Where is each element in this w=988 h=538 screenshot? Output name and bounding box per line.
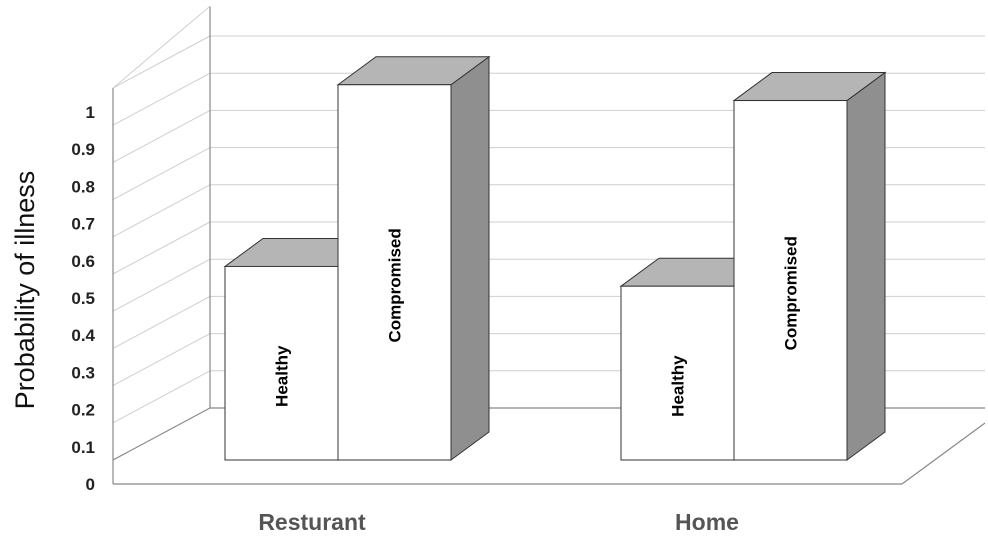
gridline-side — [112, 184, 211, 238]
y-tick-label: 1 — [86, 103, 95, 122]
gridline-side — [112, 109, 211, 163]
bar-side — [846, 71, 886, 461]
bar-front — [620, 285, 735, 461]
gridline-side — [112, 147, 211, 201]
gridline-side — [112, 221, 211, 275]
bar-home-compromised: Compromised — [732, 71, 887, 461]
bar-resturant-compromised: Compromised — [336, 55, 491, 461]
y-tick-label: 0.1 — [71, 438, 95, 457]
bar-series-label: Compromised — [782, 236, 801, 350]
gridline-side — [112, 295, 211, 349]
bar-front — [224, 265, 339, 461]
x-category-label: Resturant — [258, 509, 366, 535]
gridline-side — [112, 258, 211, 312]
y-tick-label: 0.3 — [71, 363, 95, 382]
bar-side — [450, 55, 490, 461]
floor-right-edge — [901, 422, 986, 485]
y-tick-label: 0.9 — [71, 140, 95, 159]
y-tick-label: 0.5 — [71, 289, 95, 308]
y-tick-label: 0 — [86, 475, 95, 494]
y-tick-label: 0.7 — [71, 215, 95, 234]
bar-series-label: Compromised — [386, 228, 405, 342]
y-axis-label: Probability of illness — [10, 171, 40, 410]
x-category-label: Home — [675, 509, 739, 535]
gridline-side — [112, 333, 211, 387]
gridline-side — [112, 35, 211, 89]
y-tick-label: 0.2 — [71, 401, 95, 420]
bar-series-label: Healthy — [273, 345, 292, 407]
bar-series-label: Healthy — [669, 355, 688, 417]
gridline-side — [112, 72, 211, 126]
x-category-labels: Resturant Home — [258, 509, 739, 535]
chart-bars: Healthy Compromised Healthy Compromised — [223, 55, 887, 461]
y-tick-label: 0.8 — [71, 177, 95, 196]
y-tick-label: 0.6 — [71, 252, 95, 271]
y-tick-label: 0.4 — [71, 326, 95, 345]
y-tick-labels: 0 0.1 0.2 0.3 0.4 0.5 0.6 0.7 0.8 0.9 1 — [71, 103, 95, 494]
floor-left-edge — [112, 407, 211, 461]
side-wall-top — [112, 5, 211, 89]
bar-front — [733, 100, 848, 461]
gridline-side — [112, 370, 211, 424]
bar-front — [337, 84, 452, 461]
